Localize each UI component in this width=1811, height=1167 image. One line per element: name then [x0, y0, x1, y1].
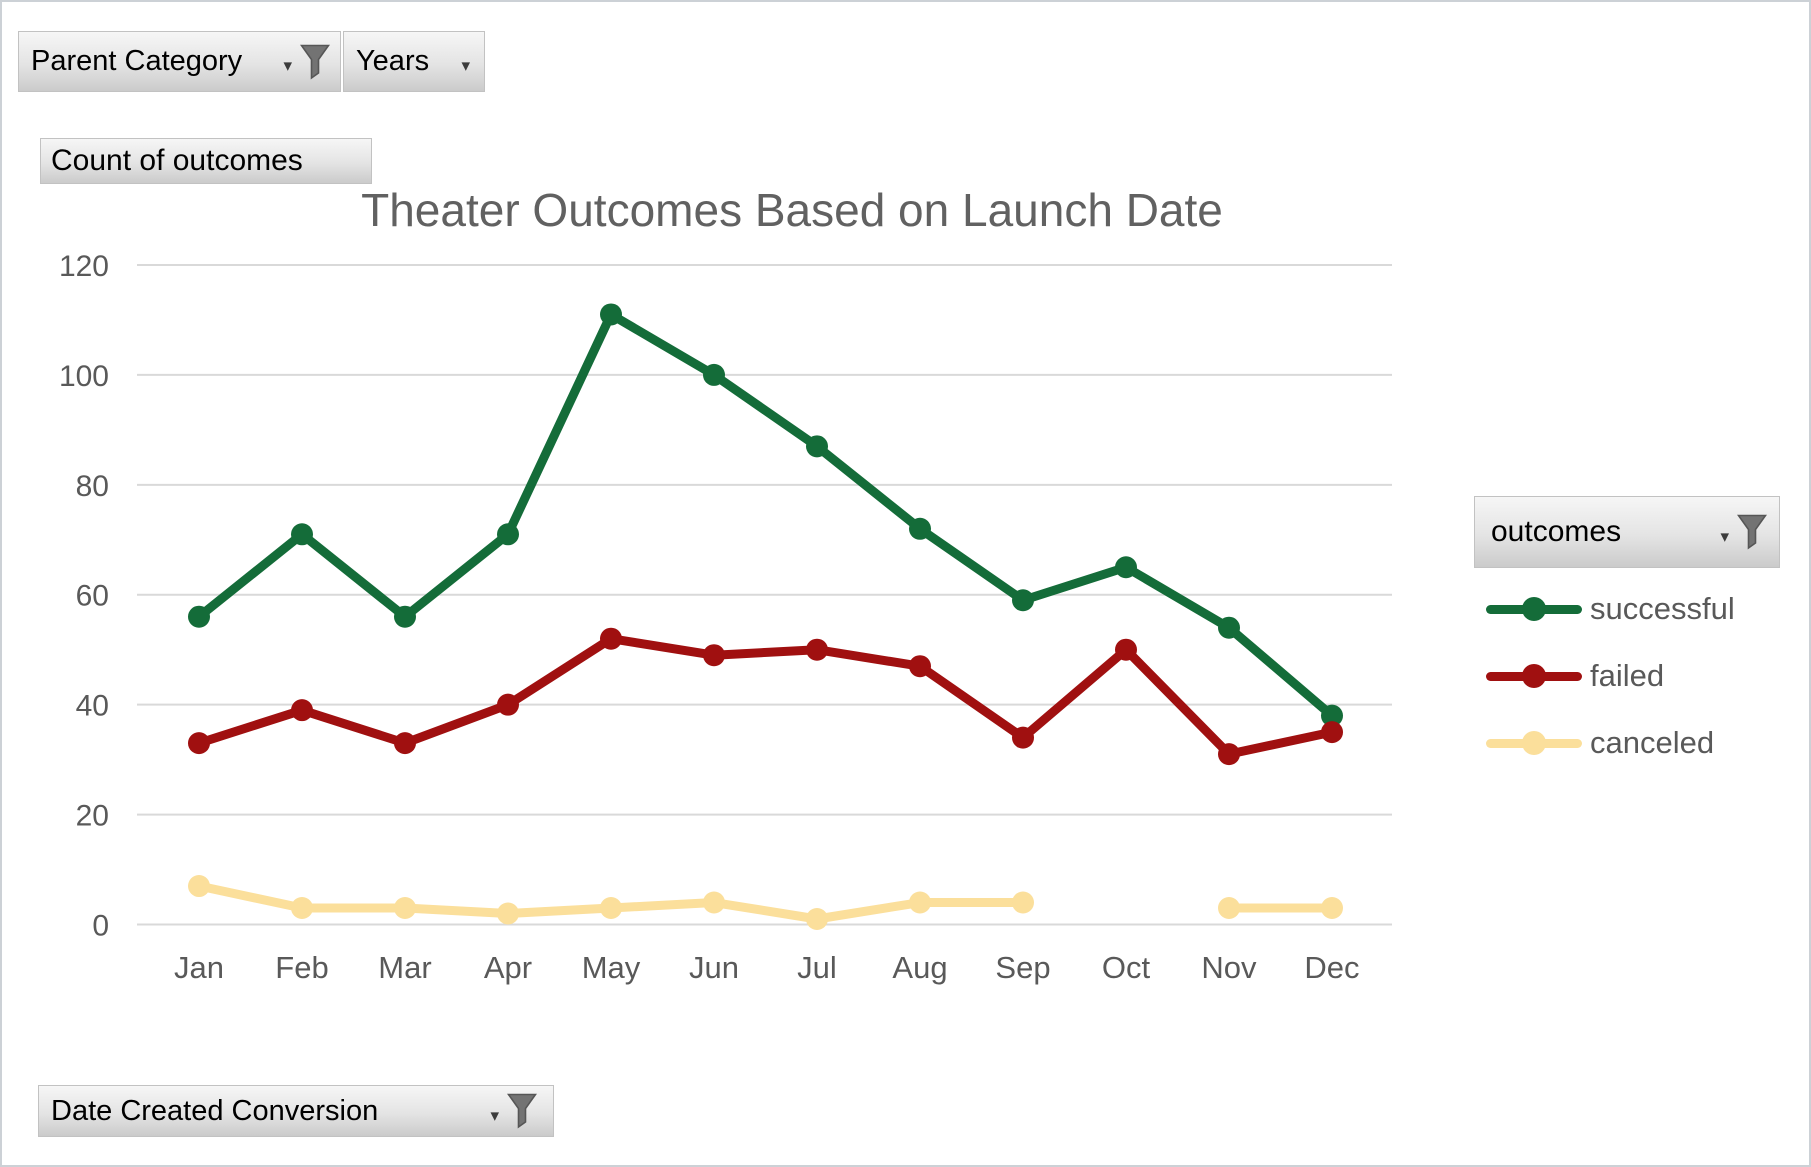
- legend: outcomes ▾ successful failed: [1474, 496, 1780, 763]
- x-axis-label-apr: Apr: [484, 950, 532, 985]
- data-point-failed-jun[interactable]: [703, 644, 725, 667]
- x-axis-label-sep: Sep: [995, 950, 1050, 985]
- y-axis-tick-label: 20: [76, 800, 109, 833]
- x-axis-label-mar: Mar: [378, 950, 431, 985]
- y-axis-tick-label: 100: [59, 360, 109, 393]
- filter-funnel-icon: [1737, 514, 1767, 550]
- data-point-canceled-jan[interactable]: [188, 875, 210, 898]
- caret-down-icon: ▾: [490, 1105, 499, 1125]
- data-point-failed-feb[interactable]: [291, 699, 313, 722]
- y-axis-tick-label: 60: [76, 580, 109, 613]
- data-point-canceled-aug[interactable]: [909, 891, 931, 914]
- data-point-successful-oct[interactable]: [1115, 556, 1137, 579]
- outcomes-legend-filter-button[interactable]: outcomes ▾: [1474, 496, 1780, 568]
- data-point-successful-nov[interactable]: [1218, 616, 1240, 639]
- data-point-successful-apr[interactable]: [497, 523, 519, 546]
- date-created-conversion-filter-button[interactable]: Date Created Conversion ▾: [38, 1085, 554, 1137]
- data-point-canceled-mar[interactable]: [394, 897, 416, 920]
- data-point-failed-jul[interactable]: [806, 638, 828, 661]
- data-point-successful-may[interactable]: [600, 303, 622, 326]
- data-point-successful-aug[interactable]: [909, 517, 931, 540]
- legend-item-successful[interactable]: successful: [1486, 589, 1780, 629]
- legend-swatch-successful: [1486, 589, 1582, 629]
- values-field-label: Count of outcomes: [51, 144, 303, 177]
- x-axis-label-jun: Jun: [689, 950, 739, 985]
- data-point-successful-sep[interactable]: [1012, 589, 1034, 612]
- x-axis-label-jul: Jul: [797, 950, 837, 985]
- series-line-failed[interactable]: [194, 634, 1337, 759]
- data-point-failed-nov[interactable]: [1218, 743, 1240, 766]
- legend-label-successful: successful: [1590, 591, 1735, 626]
- data-point-canceled-dec[interactable]: [1321, 897, 1343, 920]
- outcomes-label: outcomes: [1491, 515, 1622, 548]
- x-axis-label-feb: Feb: [275, 950, 328, 985]
- data-point-successful-feb[interactable]: [291, 523, 313, 546]
- data-point-successful-jan[interactable]: [188, 605, 210, 628]
- parent-category-filter-button[interactable]: Parent Category ▾: [18, 31, 341, 92]
- data-point-canceled-jul[interactable]: [806, 908, 828, 931]
- legend-items: successful failed canceled: [1474, 589, 1780, 763]
- data-point-canceled-nov[interactable]: [1218, 897, 1240, 920]
- values-field-button[interactable]: Count of outcomes: [40, 138, 372, 184]
- data-point-canceled-sep[interactable]: [1012, 891, 1034, 914]
- data-point-successful-jul[interactable]: [806, 435, 828, 458]
- data-point-canceled-feb[interactable]: [291, 897, 313, 920]
- caret-down-icon: ▾: [1720, 526, 1729, 546]
- legend-item-canceled[interactable]: canceled: [1486, 723, 1780, 763]
- data-point-failed-jan[interactable]: [188, 732, 210, 755]
- y-axis-tick-label: 80: [76, 470, 109, 503]
- x-axis-label-oct: Oct: [1102, 950, 1151, 985]
- legend-swatch-canceled: [1486, 723, 1582, 763]
- x-axis-label-aug: Aug: [892, 950, 947, 985]
- data-point-canceled-apr[interactable]: [497, 902, 519, 925]
- y-axis-tick-label: 120: [59, 250, 109, 283]
- data-point-failed-oct[interactable]: [1115, 638, 1137, 661]
- parent-category-label: Parent Category: [31, 45, 243, 77]
- legend-label-canceled: canceled: [1590, 725, 1715, 760]
- data-point-failed-aug[interactable]: [909, 655, 931, 678]
- data-point-failed-mar[interactable]: [394, 732, 416, 755]
- data-point-failed-apr[interactable]: [497, 693, 519, 716]
- data-point-failed-may[interactable]: [600, 627, 622, 650]
- data-point-successful-mar[interactable]: [394, 605, 416, 628]
- data-point-failed-sep[interactable]: [1012, 726, 1034, 749]
- x-axis-label-dec: Dec: [1304, 950, 1359, 985]
- data-point-successful-dec[interactable]: [1321, 704, 1343, 727]
- series-line-successful[interactable]: [194, 309, 1337, 721]
- x-axis-label-jan: Jan: [174, 950, 224, 985]
- caret-down-icon: ▾: [461, 56, 470, 75]
- data-point-canceled-jun[interactable]: [703, 891, 725, 914]
- x-axis-label-may: May: [582, 950, 641, 985]
- data-point-canceled-may[interactable]: [600, 897, 622, 920]
- date-created-conversion-label: Date Created Conversion: [51, 1094, 379, 1127]
- data-point-successful-jun[interactable]: [703, 363, 725, 386]
- y-axis-tick-label: 0: [92, 910, 109, 943]
- chart-title[interactable]: Theater Outcomes Based on Launch Date: [361, 184, 1223, 236]
- legend-item-failed[interactable]: failed: [1486, 656, 1780, 696]
- y-axis-tick-label: 40: [76, 690, 109, 723]
- years-label: Years: [356, 45, 430, 77]
- legend-swatch-failed: [1486, 656, 1582, 696]
- caret-down-icon: ▾: [283, 56, 292, 75]
- filter-funnel-icon: [507, 1093, 537, 1129]
- filter-funnel-icon: [300, 44, 330, 80]
- data-point-failed-dec[interactable]: [1321, 721, 1343, 744]
- legend-label-failed: failed: [1590, 658, 1665, 693]
- years-filter-button[interactable]: Years ▾: [343, 31, 485, 92]
- x-axis-label-nov: Nov: [1201, 950, 1257, 985]
